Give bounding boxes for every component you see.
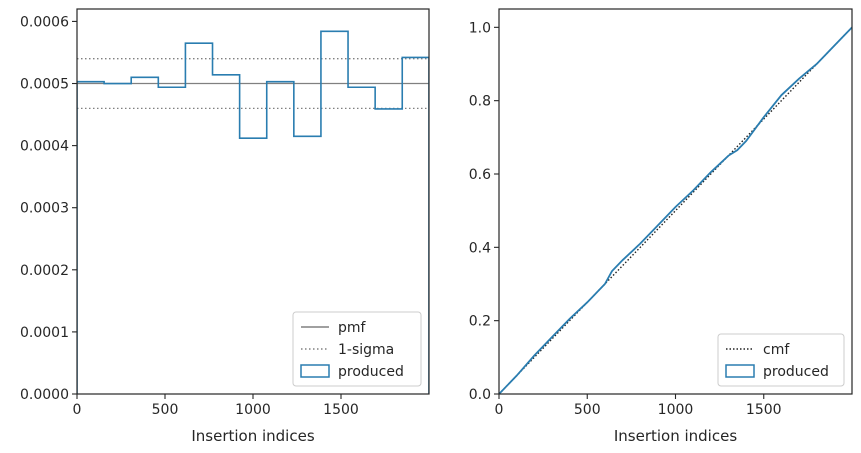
right-xlabel: Insertion indices (614, 427, 737, 445)
right-ytick-label-2: 0.4 (469, 240, 491, 256)
left-histogram-produced (77, 30, 429, 394)
right-ytick-label-4: 0.8 (469, 94, 491, 110)
right-series-produced (499, 26, 852, 394)
right-xtick-label-3: 1500 (746, 402, 782, 418)
left-ytick-label-2: 0.0002 (20, 263, 69, 279)
left-plot: 0 500 1000 1500 0.0000 0.0001 0.0002 0.0003 0.00… (20, 8, 430, 445)
left-xtick-label-2: 1000 (235, 402, 271, 418)
right-legend-label-0: cmf (763, 342, 790, 358)
right-series-cmf (499, 26, 852, 394)
left-legend-box (292, 311, 422, 387)
right-xtick-label-1: 500 (574, 402, 601, 418)
left-xtick-label-0: 0 (73, 402, 82, 418)
right-ytick-label-1: 0.2 (469, 314, 491, 330)
left-ytick-label-6: 0.0006 (20, 14, 69, 30)
left-legend-label-1: 1-sigma (338, 342, 394, 358)
left-plot-area (77, 30, 429, 394)
left-ytick-label-1: 0.0001 (20, 325, 69, 341)
left-legend-key-2 (300, 364, 330, 378)
left-ytick-label-3: 0.0003 (20, 201, 69, 217)
right-xtick-label-0: 0 (495, 402, 504, 418)
right-ytick-label-0: 0.0 (469, 387, 491, 403)
right-legend-key-1 (725, 364, 755, 378)
left-ytick-label-5: 0.0005 (20, 77, 69, 93)
right-ytick-label-3: 0.6 (469, 167, 491, 183)
left-ytick-label-0: 0.0000 (20, 387, 69, 403)
left-ytick-label-4: 0.0004 (20, 139, 69, 155)
right-plot-area (499, 26, 852, 394)
left-legend-label-2: produced (338, 364, 404, 380)
right-plot: 0 500 1000 1500 0.0 0.2 0.4 0.6 0.8 1.0 Insertion … (469, 8, 853, 445)
right-legend-label-1: produced (763, 364, 829, 380)
right-xtick-label-2: 1000 (658, 402, 694, 418)
left-xtick-label-3: 1500 (323, 402, 359, 418)
left-legend-label-0: pmf (338, 320, 367, 336)
right-legend-box (717, 333, 845, 387)
left-xtick-label-1: 500 (152, 402, 179, 418)
left-xlabel: Insertion indices (191, 427, 314, 445)
right-ytick-label-5: 1.0 (469, 20, 491, 36)
